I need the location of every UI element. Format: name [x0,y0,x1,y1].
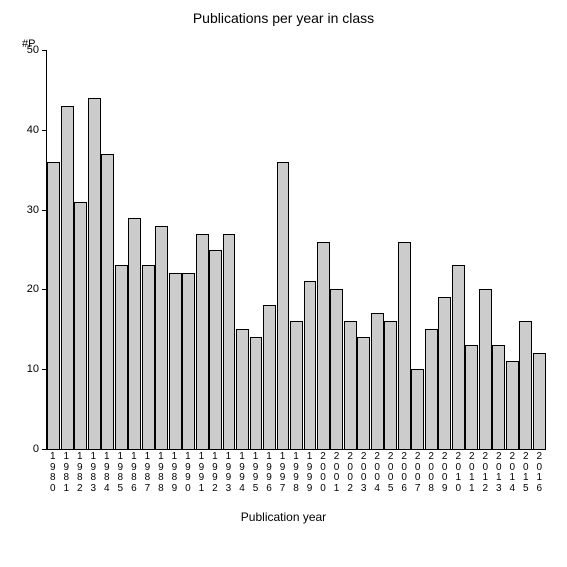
x-tick-label: 2002 [343,452,357,494]
bar [182,273,195,449]
x-tick-label: 1994 [235,452,249,494]
x-tick-label: 2009 [438,452,452,494]
bar [128,218,141,449]
bar [344,321,357,449]
x-tick-label: 1992 [208,452,222,494]
x-axis-title: Publication year [0,510,567,524]
y-tick-label: 30 [27,204,39,216]
x-tick-label: 2010 [451,452,465,494]
y-tick-label: 20 [27,283,39,295]
x-tick-label: 1983 [87,452,101,494]
x-tick-label: 1988 [154,452,168,494]
x-tick-label: 1981 [60,452,74,494]
bar [196,234,209,449]
bar [465,345,478,449]
x-tick-label: 2007 [411,452,425,494]
x-tick-label: 2004 [370,452,384,494]
bar [398,242,411,449]
publications-bar-chart: Publications per year in class #P 010203… [0,0,567,567]
bars-container [47,50,546,449]
bar [250,337,263,449]
y-tick-label: 50 [27,44,39,56]
x-tick-label: 1997 [276,452,290,494]
bar [61,106,74,449]
bar [47,162,60,449]
x-tick-label: 2000 [316,452,330,494]
bar [506,361,519,449]
bar [384,321,397,449]
x-tick-label: 1985 [114,452,128,494]
x-tick-label: 2012 [479,452,493,494]
x-tick-label: 2016 [533,452,547,494]
bar [209,250,222,450]
y-tick-label: 10 [27,363,39,375]
x-tick-label: 1999 [303,452,317,494]
bar [411,369,424,449]
bar [263,305,276,449]
y-tick-label: 40 [27,124,39,136]
bar [519,321,532,449]
x-tick-label: 1998 [289,452,303,494]
x-labels: 1980198119821983198419851986198719881989… [46,452,546,494]
x-tick-label: 2005 [384,452,398,494]
x-tick-label: 2013 [492,452,506,494]
x-tick-label: 2011 [465,452,479,494]
bar [304,281,317,449]
x-tick-label: 1982 [73,452,87,494]
plot-area: 01020304050 [46,50,546,450]
x-tick-label: 2001 [330,452,344,494]
x-tick-label: 1984 [100,452,114,494]
bar [317,242,330,449]
chart-title: Publications per year in class [0,10,567,26]
bar [479,289,492,449]
x-tick-label: 1987 [141,452,155,494]
bar [438,297,451,449]
x-tick-label: 1991 [195,452,209,494]
x-tick-label: 1993 [222,452,236,494]
bar [142,265,155,449]
bar [101,154,114,449]
x-tick-label: 1989 [168,452,182,494]
bar [425,329,438,449]
bar [371,313,384,449]
bar [277,162,290,449]
bar [236,329,249,449]
bar [533,353,546,449]
x-tick-label: 1990 [181,452,195,494]
x-tick-label: 2014 [506,452,520,494]
x-tick-label: 1980 [46,452,60,494]
x-tick-label: 1986 [127,452,141,494]
bar [223,234,236,449]
bar [330,289,343,449]
x-tick-label: 2008 [424,452,438,494]
bar [155,226,168,449]
x-tick-label: 1996 [262,452,276,494]
x-tick-label: 2003 [357,452,371,494]
x-tick-label: 1995 [249,452,263,494]
bar [88,98,101,449]
bar [290,321,303,449]
bar [115,265,128,449]
y-tick-label: 0 [33,443,39,455]
x-tick-label: 2006 [397,452,411,494]
bar [169,273,182,449]
bar [452,265,465,449]
y-tick [42,449,47,450]
bar [74,202,87,449]
bar [357,337,370,449]
x-tick-label: 2015 [519,452,533,494]
bar [492,345,505,449]
